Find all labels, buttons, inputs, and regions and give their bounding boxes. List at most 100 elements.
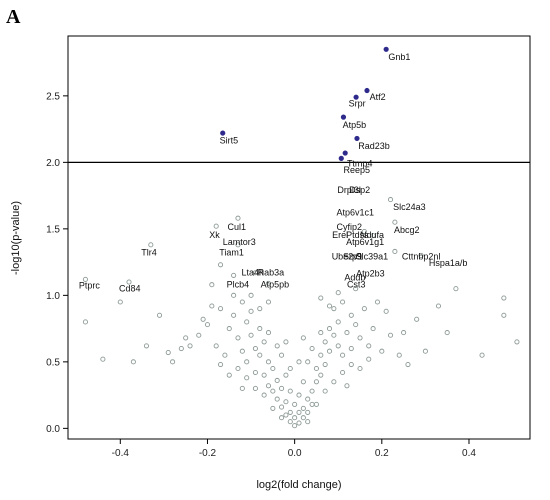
data-point (200, 316, 206, 322)
gene-label: Addb (344, 273, 365, 283)
gene-label: Slc39a1 (356, 251, 389, 261)
gene-label: Cd84 (119, 283, 141, 293)
y-tick-label: 2.0 (46, 158, 60, 169)
data-point (309, 401, 315, 407)
data-point (287, 388, 293, 394)
data-point (261, 372, 267, 378)
data-point (335, 343, 341, 349)
data-point (165, 349, 171, 356)
x-tick-label: -0.2 (199, 448, 217, 459)
data-point (274, 396, 280, 402)
data-point (361, 306, 367, 312)
labeled-data-point (82, 276, 88, 282)
data-point (309, 346, 315, 352)
data-point (248, 292, 254, 298)
data-point (305, 359, 311, 365)
data-point (357, 335, 363, 341)
data-point (313, 401, 319, 407)
gene-label: Atp2b3 (356, 269, 385, 279)
data-point (283, 339, 289, 345)
data-point (204, 322, 211, 328)
y-tick-label: 1.5 (46, 224, 60, 235)
data-point (292, 401, 298, 407)
data-point (326, 326, 333, 332)
gene-label: Ptprc (79, 281, 101, 291)
data-point (501, 295, 507, 301)
data-point (257, 326, 263, 332)
data-point (344, 330, 350, 336)
data-point (217, 361, 224, 368)
data-point (279, 352, 285, 358)
data-point (217, 306, 224, 312)
data-point (292, 415, 298, 421)
labeled-nonsignificant-points (82, 197, 424, 288)
y-axis-ticks: 0.0 0.5 1.0 1.5 2.0 2.5 (46, 91, 68, 435)
gene-label: Atp6v1c1 (336, 208, 374, 218)
data-point (322, 388, 328, 394)
significant-data-point (342, 150, 348, 156)
significant-data-point (220, 130, 226, 136)
data-point (231, 312, 237, 318)
data-point (252, 346, 258, 352)
data-point (322, 339, 328, 345)
data-point (222, 352, 228, 358)
data-point (252, 385, 258, 392)
data-point (401, 330, 407, 336)
data-point (357, 365, 363, 372)
gene-label: Abcg2 (394, 225, 420, 235)
significant-data-point (354, 135, 360, 142)
data-point (318, 330, 324, 336)
gene-label: Gnb1 (388, 52, 410, 62)
data-point (209, 303, 215, 309)
data-point (287, 365, 293, 372)
data-point (270, 405, 276, 411)
significant-points (220, 46, 389, 161)
data-point (309, 388, 315, 394)
labeled-data-point (252, 270, 258, 276)
labeled-data-point (418, 252, 424, 259)
data-point (370, 326, 376, 332)
data-point (374, 299, 381, 305)
data-point (414, 316, 420, 322)
data-point (244, 375, 250, 381)
data-point (283, 399, 289, 405)
data-point (178, 346, 184, 352)
gene-label: Srp9 (343, 251, 362, 261)
gene-label: Plcb4 (227, 279, 250, 289)
data-point (261, 392, 267, 398)
gene-label: Sirt5 (220, 136, 239, 146)
data-point (396, 352, 402, 358)
significant-data-point (338, 155, 344, 161)
gene-label: Tlr4 (141, 247, 157, 257)
gene-label: Xk (209, 230, 220, 240)
data-point (252, 369, 258, 376)
data-point (353, 286, 359, 292)
labeled-data-point (392, 219, 398, 225)
data-point (183, 335, 189, 341)
data-point (422, 348, 428, 354)
data-point (257, 352, 263, 358)
data-point (444, 330, 450, 336)
data-point (366, 343, 372, 349)
data-point (156, 312, 163, 318)
data-point (300, 335, 306, 341)
data-point (318, 372, 324, 378)
labeled-data-point (148, 242, 154, 248)
data-point (187, 343, 193, 349)
data-point (270, 365, 276, 372)
y-tick-label: 1.0 (46, 291, 60, 302)
data-point (244, 359, 250, 365)
data-point (274, 377, 280, 384)
y-axis-label: -log10(p-value) (10, 201, 22, 275)
gene-label: Lta4h (241, 267, 264, 277)
data-point (143, 343, 150, 349)
x-tick-label: 0.4 (462, 448, 476, 459)
data-point (479, 352, 485, 358)
data-point (248, 332, 254, 338)
data-point (226, 326, 232, 332)
data-point (283, 412, 289, 418)
data-point (340, 299, 346, 305)
data-point (239, 299, 245, 305)
data-point (326, 348, 333, 354)
